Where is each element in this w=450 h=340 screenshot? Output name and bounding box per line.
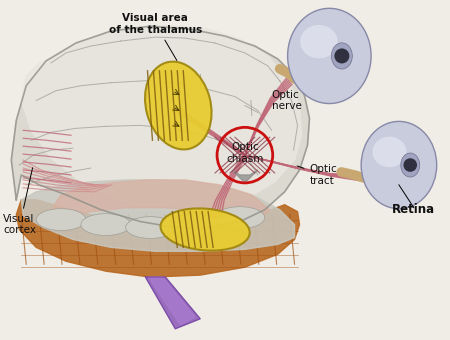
- Circle shape: [404, 158, 417, 172]
- Ellipse shape: [145, 62, 212, 150]
- Ellipse shape: [161, 208, 250, 251]
- Polygon shape: [16, 200, 300, 277]
- Polygon shape: [11, 26, 310, 227]
- Text: Optic
chiasm: Optic chiasm: [226, 142, 264, 164]
- Polygon shape: [232, 170, 258, 183]
- Ellipse shape: [81, 214, 130, 236]
- Circle shape: [334, 48, 349, 64]
- Text: Retina: Retina: [392, 203, 436, 216]
- Polygon shape: [145, 277, 200, 329]
- Polygon shape: [21, 25, 302, 212]
- Ellipse shape: [332, 43, 352, 69]
- Ellipse shape: [288, 8, 371, 104]
- Ellipse shape: [300, 25, 338, 58]
- Text: Optic
tract: Optic tract: [297, 164, 337, 186]
- Ellipse shape: [126, 217, 176, 238]
- Text: Optic
nerve: Optic nerve: [272, 90, 302, 112]
- Text: Visual
cortex: Visual cortex: [4, 168, 36, 235]
- Text: Visual area
of the thalamus: Visual area of the thalamus: [109, 13, 202, 61]
- Polygon shape: [148, 277, 195, 325]
- Ellipse shape: [401, 153, 420, 177]
- Polygon shape: [11, 26, 310, 227]
- Ellipse shape: [215, 207, 265, 228]
- Polygon shape: [51, 180, 270, 220]
- Ellipse shape: [373, 137, 406, 167]
- Polygon shape: [21, 180, 295, 251]
- Ellipse shape: [171, 214, 220, 236]
- Ellipse shape: [361, 121, 436, 209]
- Ellipse shape: [36, 209, 86, 231]
